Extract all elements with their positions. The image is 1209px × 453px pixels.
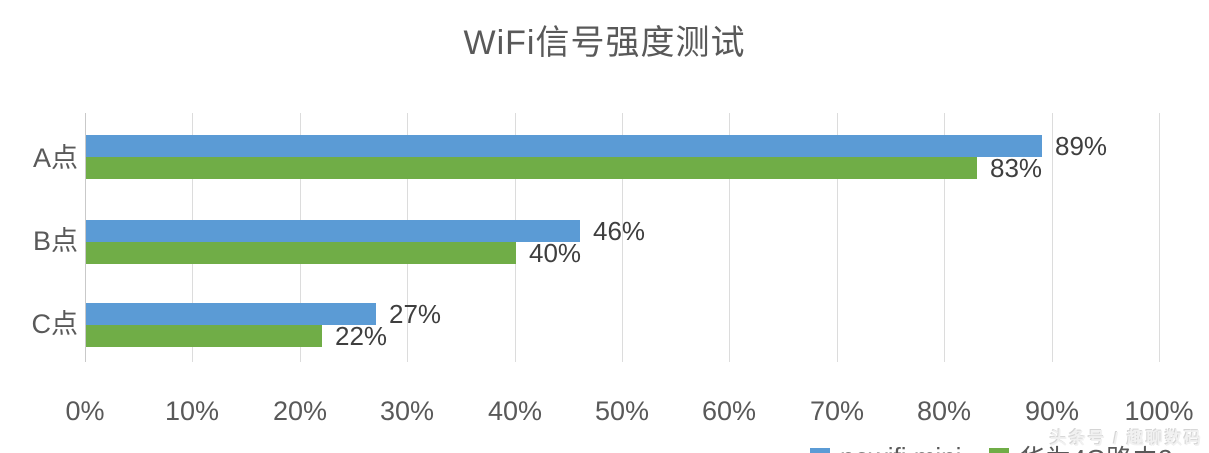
x-tick-label: 90% xyxy=(1024,396,1080,426)
x-tick-label: 40% xyxy=(487,396,543,426)
watermark: 头条号 / 趣聊数码 xyxy=(1049,429,1203,448)
legend-label: newifi mini xyxy=(840,442,961,453)
gridline xyxy=(622,113,623,362)
legend-label: 华为4G路由2 xyxy=(1019,439,1172,453)
gridline xyxy=(1052,113,1053,362)
gridline xyxy=(837,113,838,362)
x-tick-label: 70% xyxy=(809,396,865,426)
data-label: 22% xyxy=(335,321,388,351)
data-label: 46% xyxy=(593,216,646,246)
bar-B点-newifi mini xyxy=(86,220,580,242)
x-tick-label: 60% xyxy=(701,396,757,426)
y-axis-line xyxy=(85,113,86,362)
gridline xyxy=(729,113,730,362)
bar-C点-华为4G路由2 xyxy=(86,325,322,347)
category-label-A点: A点 xyxy=(32,143,78,173)
data-label: 83% xyxy=(990,153,1043,183)
x-tick-label: 0% xyxy=(65,396,105,426)
legend-item-newifi-mini: newifi mini xyxy=(810,442,961,453)
legend: newifi mini 华为4G路由2 xyxy=(810,439,1173,453)
data-label: 40% xyxy=(529,238,582,268)
x-tick-label: 80% xyxy=(916,396,972,426)
legend-swatch-green-icon xyxy=(989,447,1010,453)
legend-item-huawei-4g-router2: 华为4G路由2 xyxy=(989,439,1173,453)
plot-area: 89% 83% 46% 40% 27%22% newifi mini 华为4G路由2 xyxy=(85,113,1173,453)
data-label: 89% xyxy=(1055,131,1108,161)
bar-B点-华为4G路由2 xyxy=(86,242,516,264)
chart-title: WiFi信号强度测试 xyxy=(463,24,746,62)
gridline xyxy=(944,113,945,362)
x-tick-label: 20% xyxy=(272,396,328,426)
bar-A点-华为4G路由2 xyxy=(86,157,977,179)
data-label: 27% xyxy=(389,299,442,329)
x-tick-label: 30% xyxy=(379,396,435,426)
bar-A点-newifi mini xyxy=(86,135,1042,157)
gridline xyxy=(1159,113,1160,362)
legend-swatch-blue-icon xyxy=(810,447,830,453)
category-label-B点: B点 xyxy=(32,226,78,256)
x-tick-label: 100% xyxy=(1124,396,1194,426)
bar-C点-newifi mini xyxy=(86,303,376,325)
x-tick-label: 50% xyxy=(594,396,650,426)
category-label-C点: C点 xyxy=(31,309,79,339)
x-tick-label: 10% xyxy=(164,396,220,426)
